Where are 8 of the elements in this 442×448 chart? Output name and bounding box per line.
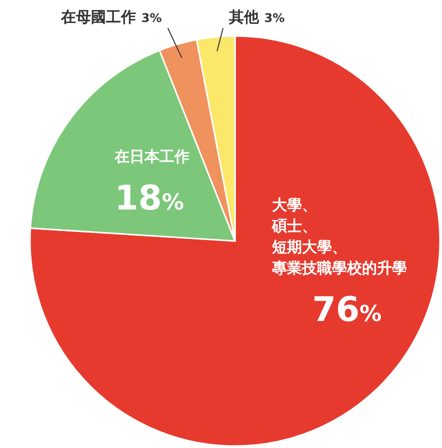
slice-label: 其他 xyxy=(228,8,264,26)
slice-label: 大學、碩士、短期大學、專業技職學校的升學 xyxy=(271,196,408,277)
data-label: 3% xyxy=(264,11,285,25)
data-label: 76% xyxy=(312,290,382,330)
data-label: 18% xyxy=(114,178,184,218)
slice-label: 在母國工作 xyxy=(60,8,142,26)
data-label: 3% xyxy=(141,11,162,25)
slice-label: 在日本工作 xyxy=(114,147,190,166)
